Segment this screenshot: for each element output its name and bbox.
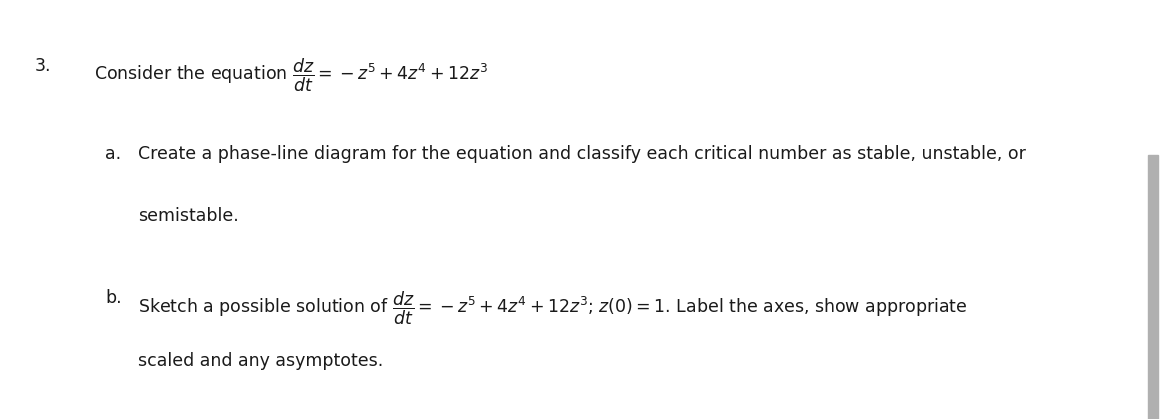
Text: Create a phase-line diagram for the equation and classify each critical number a: Create a phase-line diagram for the equa…	[138, 145, 1026, 163]
Text: scaled and any asymptotes.: scaled and any asymptotes.	[138, 352, 384, 370]
Text: Consider the equation $\dfrac{dz}{dt} = -z^5 + 4z^4 + 12z^3$: Consider the equation $\dfrac{dz}{dt} = …	[94, 57, 488, 94]
Bar	[1148, 155, 1158, 419]
Text: semistable.: semistable.	[138, 207, 239, 225]
Text: Sketch a possible solution of $\dfrac{dz}{dt} = -z^5 + 4z^4 + 12z^3$; $z(0) = 1$: Sketch a possible solution of $\dfrac{dz…	[138, 289, 968, 326]
Text: a.: a.	[105, 145, 122, 163]
Text: 3.: 3.	[35, 57, 51, 75]
Text: b.: b.	[105, 289, 122, 307]
